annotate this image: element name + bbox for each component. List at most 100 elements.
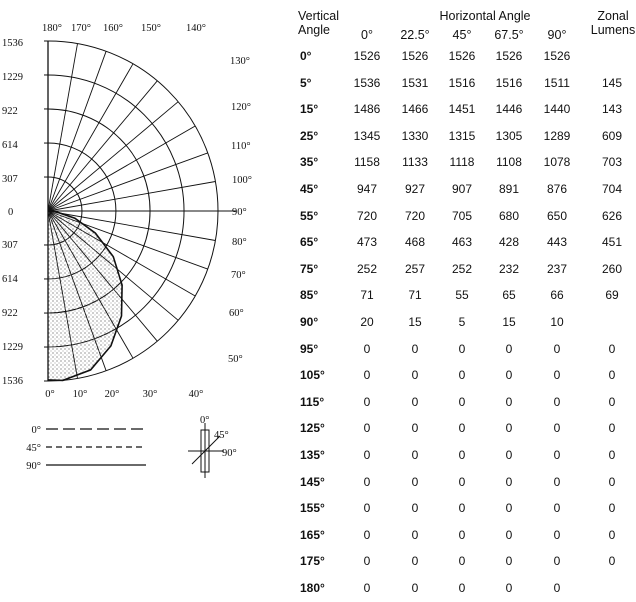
radial-tick-label: 307 (2, 174, 18, 185)
table-cell: 680 (498, 208, 520, 223)
table-cell: 0 (458, 448, 466, 462)
table-cell: 1345 (353, 128, 381, 143)
table-cell: 252 (356, 261, 378, 276)
table-cell: 1531 (401, 75, 429, 90)
table-cell: 0 (411, 394, 419, 409)
table-cell: 0 (505, 527, 513, 542)
table-cell: 1108 (496, 155, 522, 170)
table-cell: 0 (363, 394, 371, 409)
zonal-lumens-cell: 703 (601, 155, 623, 170)
polar-spoke (47, 80, 158, 212)
table-cell: 0 (505, 421, 513, 436)
table-cell: 0 (458, 341, 466, 356)
table-cell: 0 (411, 341, 419, 356)
table-cell: 0 (505, 341, 513, 356)
row-angle-label: 165° (300, 527, 325, 542)
table-cell: 443 (546, 235, 568, 250)
polar-candela-chart: 1536 1229 922 614 307 0 307 614 922 1229 1536 180° 1… (2, 23, 252, 478)
angle-label: 100° (232, 175, 252, 186)
polar-labels: 1536 1229 922 614 307 0 307 614 922 1229 1536 180° 1… (2, 23, 252, 400)
angle-label: 0° (45, 389, 54, 400)
zonal-lumens-cell: 0 (608, 527, 616, 542)
table-cell: 1526 (448, 49, 476, 63)
radial-tick-label: 614 (2, 274, 19, 285)
table-cell: 0 (505, 581, 513, 595)
legend-label: 0° (32, 425, 41, 436)
row-angle-label: 105° (300, 368, 325, 383)
header-horizontal-angle-text: Horizontal Angle (439, 9, 531, 23)
table-cell: 15 (502, 315, 516, 329)
zonal-lumens-cell: 0 (608, 341, 616, 356)
table-cell: 0 (553, 368, 561, 383)
table-cell: 1526 (401, 49, 429, 63)
angle-label: 90° (232, 207, 247, 218)
table-cell: 720 (404, 208, 426, 223)
table-cell: 0 (411, 501, 419, 516)
table-cell: 0 (505, 448, 513, 462)
table-cell: 0 (505, 394, 513, 409)
column-header: 90° (547, 28, 567, 42)
zonal-lumens-cell: 0 (608, 421, 616, 436)
zonal-lumens-cell: 609 (601, 128, 623, 143)
row-angle-label: 95° (300, 341, 319, 356)
zonal-lumens-cell: 143 (601, 102, 623, 117)
zonal-lumens-cell: 451 (601, 235, 623, 250)
table-cell: 0 (363, 368, 371, 383)
table-cell: 257 (404, 261, 426, 276)
table-cell: 237 (546, 261, 568, 276)
table-cell: 876 (546, 182, 568, 196)
table-cell: 0 (411, 554, 419, 569)
table-cell: 0 (458, 394, 466, 409)
header-vertical-angle-text: Vertical Angle (298, 9, 339, 37)
table-cell: 0 (458, 368, 466, 383)
table-cell: 0 (458, 554, 466, 569)
table-cell: 0 (505, 554, 513, 569)
table-cell: 0 (411, 527, 419, 542)
fixture-label-90: 90° (222, 448, 237, 459)
row-angle-label: 55° (300, 208, 319, 223)
polar-spoke (47, 210, 216, 241)
radial-tick-label: 307 (2, 240, 18, 251)
row-angle-label: 115° (300, 394, 325, 409)
table-cell: 1466 (401, 102, 429, 117)
row-angle-label: 90° (300, 315, 319, 329)
row-angle-label: 15° (300, 102, 319, 117)
table-cell: 1516 (448, 75, 476, 90)
angle-label: 180° (42, 23, 62, 34)
row-angle-label: 65° (300, 235, 319, 250)
table-cell: 1451 (448, 102, 476, 117)
table-cell: 0 (458, 421, 466, 436)
table-cell: 10 (550, 315, 564, 329)
angle-label: 30° (143, 389, 158, 400)
table-cell: 1516 (495, 75, 523, 90)
legend-label: 45° (26, 443, 41, 454)
radial-tick-label: 614 (2, 140, 19, 151)
table-cell: 55 (455, 288, 469, 303)
zonal-lumens-cell: 0 (608, 501, 616, 516)
zonal-lumens-cell: 704 (601, 182, 623, 196)
table-cell: 0 (363, 421, 371, 436)
radial-tick-label: 0 (8, 207, 13, 218)
table-cell: 0 (411, 368, 419, 383)
table-cell: 5 (458, 315, 466, 329)
row-angle-label: 25° (300, 128, 319, 143)
table-cell: 65 (502, 288, 516, 303)
zonal-lumens-cell: 0 (608, 448, 616, 462)
fixture-axis-45 (191, 435, 221, 465)
angle-label: 10° (73, 389, 88, 400)
legend: 0° 45° 90° 0° 45° 90° (26, 415, 237, 478)
zonal-lumens-cell: 0 (608, 474, 616, 489)
table-cell: 907 (451, 182, 473, 196)
angle-label: 20° (105, 389, 120, 400)
angle-label: 120° (231, 102, 251, 113)
table-cell: 0 (363, 341, 371, 356)
polar-spoke (47, 51, 107, 212)
table-cell: 720 (356, 208, 378, 223)
polar-spoke (47, 181, 216, 212)
zonal-lumens-cell: 145 (601, 75, 623, 90)
polar-spoke (47, 43, 78, 212)
header-horizontal-angle: Horizontal Angle (400, 9, 570, 23)
row-angle-label: 0° (300, 49, 312, 63)
table-cell: 463 (451, 235, 473, 250)
polar-spoke (47, 63, 134, 212)
